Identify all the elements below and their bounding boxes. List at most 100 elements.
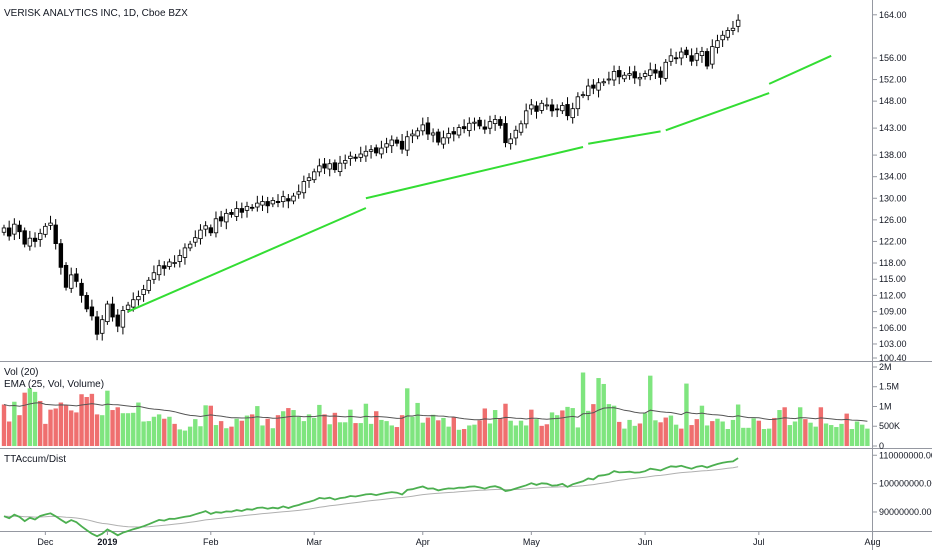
candle-body [322, 163, 327, 169]
volume-bar [224, 428, 229, 446]
candle-body [549, 104, 555, 112]
candle-body [146, 279, 151, 291]
candle-body [63, 264, 69, 288]
volume-bar [368, 423, 374, 446]
candle-body [389, 139, 394, 147]
volume-bar [332, 412, 338, 446]
candle-body [239, 208, 245, 213]
volume-tick-label: 0 [879, 441, 884, 451]
volume-bar [797, 407, 803, 446]
candle-body [642, 73, 648, 77]
volume-bar [849, 429, 855, 446]
volume-bar [446, 426, 451, 446]
volume-bar [405, 388, 410, 446]
volume-bar [146, 421, 151, 446]
volume-bar [834, 427, 839, 446]
volume-bar [291, 410, 296, 446]
candle-body [193, 237, 198, 243]
volume-tick-label: 1M [879, 401, 892, 411]
volume-bar [735, 404, 741, 446]
trendline [127, 207, 367, 313]
candle-body [596, 82, 601, 91]
volume-bar [860, 424, 865, 446]
candle-body [492, 119, 498, 124]
candle-body [456, 127, 462, 136]
volume-bar [94, 414, 100, 446]
candle-body [162, 265, 167, 269]
ad-line [3, 457, 739, 538]
candle-body [286, 198, 291, 202]
volume-bar [839, 423, 844, 446]
candle-body [425, 122, 431, 135]
candle-body [363, 150, 369, 157]
volume-bar [627, 419, 632, 446]
candle-body [560, 105, 565, 112]
volume-bar [725, 429, 730, 446]
volume-ema-line [3, 402, 868, 422]
volume-bar [513, 425, 519, 446]
candle-body [399, 140, 405, 150]
volume-bar [482, 408, 488, 446]
volume-bar [244, 415, 250, 446]
x-tick-label: Feb [203, 537, 219, 547]
candle-body [6, 227, 12, 237]
candle-body [156, 265, 162, 276]
candle-body [1, 227, 7, 233]
volume-panel: 2M 1.5M 1M 500K 0 [1, 362, 900, 451]
candle-body [374, 147, 379, 154]
candle-body [141, 289, 146, 295]
volume-bar [136, 402, 141, 446]
price-tick-label: 109.00 [879, 307, 907, 317]
candle-body [586, 85, 591, 97]
volume-bar [777, 410, 782, 446]
price-tick-label: 152.00 [879, 75, 907, 85]
volume-bar [787, 425, 793, 446]
candle-body [203, 225, 208, 230]
candle-body [580, 94, 586, 97]
ad-tick-label: 110000000.00 [879, 450, 932, 460]
x-tick-label: Dec [37, 537, 54, 547]
accum-dist-label: TTAccum/Dist [4, 454, 66, 465]
ad-average-line [3, 466, 739, 528]
price-tick-label: 143.00 [879, 123, 907, 133]
candle-body [115, 314, 120, 327]
volume-bar [1, 404, 7, 446]
x-axis: Dec 2019 Feb Mar Apr May Jun Jul Aug [37, 531, 881, 547]
volume-bar [255, 406, 260, 446]
x-tick-label: Apr [416, 537, 430, 547]
volume-bar [286, 408, 291, 446]
volume-bar [229, 426, 234, 446]
volume-bar [203, 405, 208, 446]
candle-body [648, 69, 653, 76]
candle-body [394, 139, 400, 144]
volume-bar [6, 421, 12, 446]
volume-bar [766, 428, 772, 446]
candle-body [229, 212, 234, 215]
volume-bar [193, 419, 198, 446]
candle-body [306, 177, 312, 181]
x-tick-label: Jul [753, 537, 765, 547]
candle-body [523, 110, 529, 125]
volume-bar [689, 425, 694, 446]
volume-bar [27, 388, 33, 446]
volume-bar [348, 409, 353, 446]
ema-label: EMA (25, Vol, Volume) [4, 379, 104, 390]
volume-bar [182, 430, 188, 446]
volume-bar [668, 415, 674, 446]
volume-tick-label: 500K [879, 421, 900, 431]
volume-bar [761, 429, 767, 446]
volume-bar [296, 416, 301, 446]
volume-bar [425, 417, 431, 446]
price-tick-label: 115.00 [879, 274, 906, 284]
candle-body [105, 303, 110, 323]
candle-body [601, 81, 606, 84]
volume-bar [58, 402, 64, 446]
candle-body [410, 133, 415, 137]
candle-body [182, 247, 188, 258]
volume-bar [379, 419, 384, 446]
candle-body [69, 274, 74, 289]
candle-body [477, 119, 482, 127]
volume-bar [487, 423, 493, 446]
volume-tick-label: 2M [879, 362, 892, 372]
volume-bar [710, 421, 715, 446]
